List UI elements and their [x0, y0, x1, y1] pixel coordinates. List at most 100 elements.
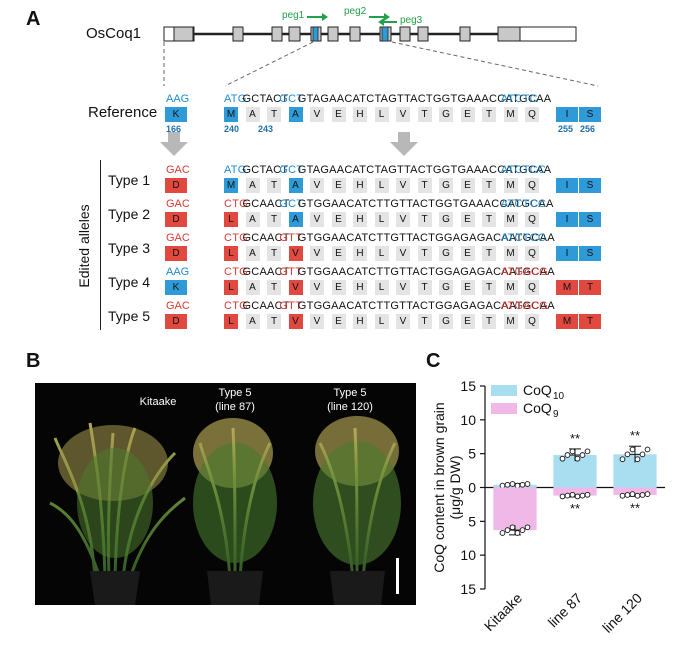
- legend-label: CoQ: [523, 382, 552, 398]
- amino-acid-cell: V: [396, 178, 410, 193]
- scale-bar: [396, 558, 399, 594]
- plant-line87: [193, 418, 277, 605]
- y-tick-label: 5: [468, 513, 476, 529]
- amino-acid-cell: V: [396, 246, 410, 261]
- amino-acid-cell: G: [439, 178, 453, 193]
- amino-acid-cell: V: [396, 280, 410, 295]
- amino-acid-cell: S: [579, 212, 601, 227]
- amino-acid-cell: E: [460, 212, 475, 227]
- amino-acid-cell: V: [288, 246, 303, 261]
- amino-acid-cell: G: [439, 280, 453, 295]
- utr3-box: [519, 26, 577, 42]
- amino-acid-cell: L: [224, 280, 238, 295]
- amino-acid-cell: A: [245, 178, 260, 193]
- amino-acid-cell: T: [417, 107, 432, 122]
- data-point: [499, 530, 506, 536]
- category-label: Kitaake: [481, 590, 525, 634]
- amino-acid-cell: T: [482, 107, 496, 122]
- data-point: [564, 452, 571, 458]
- gene-model: [163, 13, 599, 87]
- amino-acid-cell: H: [353, 107, 367, 122]
- allele-codon-166: GAC: [166, 300, 190, 312]
- data-point: [509, 481, 516, 487]
- amino-acid-cell: V: [396, 314, 410, 329]
- amino-acid-cell: M: [503, 178, 518, 193]
- legend-subscript: 9: [553, 409, 559, 420]
- amino-acid-cell: Q: [525, 246, 539, 261]
- allele-aa-166: D: [165, 314, 187, 329]
- amino-acid-cell: G: [439, 212, 453, 227]
- bar-coq9: [553, 487, 597, 496]
- amino-acid-cell: T: [482, 246, 496, 261]
- data-point: [634, 456, 641, 463]
- data-point: [514, 482, 521, 489]
- amino-acid-cell: T: [482, 314, 496, 329]
- amino-acid-cell: G: [439, 107, 453, 122]
- ref-codon-166: AAG: [166, 93, 190, 105]
- photo-label-kitaake: Kitaake: [139, 396, 177, 408]
- peg2-arrow-head: [384, 13, 390, 21]
- amino-acid-cell: A: [245, 107, 260, 122]
- amino-acid-cell: I: [556, 178, 578, 193]
- amino-acid-cell: A: [288, 212, 303, 227]
- ref-num-255: 255: [558, 124, 574, 134]
- amino-acid-cell: A: [245, 314, 260, 329]
- data-point: [569, 448, 576, 455]
- data-point: [579, 452, 586, 458]
- amino-acid-cell: E: [460, 107, 475, 122]
- nt-segment: CTG: [224, 232, 248, 244]
- allele-type-label: Type 5: [108, 308, 151, 324]
- data-point: [579, 492, 586, 499]
- nt-segment: CTG: [224, 266, 248, 278]
- amino-acid-cell: T: [417, 212, 432, 227]
- photo-label-line87-type: Type 5: [218, 387, 252, 399]
- amino-acid-cell: V: [396, 107, 410, 122]
- amino-acid-cell: M: [556, 314, 578, 329]
- exon-11: [459, 26, 471, 42]
- data-point: [564, 492, 571, 499]
- amino-acid-cell: T: [482, 280, 496, 295]
- ref-num-166: 166: [166, 124, 182, 134]
- nt-segment: GTAGAACATCTAGTTACTGGTGAAACCATGCAA: [297, 164, 552, 176]
- down-arrow-left: [160, 132, 188, 156]
- exon-3: [271, 26, 283, 42]
- data-point: [509, 524, 516, 531]
- amino-acid-cell: E: [460, 246, 475, 261]
- amino-acid-cell: T: [267, 280, 281, 295]
- nt-segment: ATCTCC: [500, 198, 547, 210]
- gene-name: OsCoq1: [86, 25, 142, 42]
- nt-segment: ATGACG: [500, 300, 548, 312]
- amino-acid-cell: Q: [525, 107, 539, 122]
- data-point: [619, 456, 626, 463]
- y-axis-title: CoQ content in brown grain: [431, 402, 447, 572]
- nt-segment: GTT: [279, 300, 303, 312]
- significance-label: **: [630, 500, 640, 515]
- zoom-line-left2: [224, 41, 314, 87]
- data-point: [634, 492, 641, 499]
- amino-acid-cell: L: [224, 314, 238, 329]
- amino-acid-cell: L: [224, 246, 238, 261]
- peg3-arrow-head: [378, 18, 384, 26]
- amino-acid-cell: L: [224, 212, 238, 227]
- allele-type-label: Type 3: [108, 240, 151, 256]
- amino-acid-cell: V: [288, 280, 303, 295]
- rice-plant-photo: Kitaake Type 5 (line 87) Type 5 (line 12…: [35, 383, 416, 605]
- legend-label: CoQ: [523, 400, 552, 416]
- amino-acid-cell: T: [267, 107, 281, 122]
- amino-acid-cell: H: [353, 212, 367, 227]
- nt-segment: GTT: [279, 232, 303, 244]
- data-point: [504, 527, 511, 533]
- amino-acid-cell: V: [288, 314, 303, 329]
- amino-acid-cell: L: [374, 314, 389, 329]
- exon-5-mark: [312, 26, 319, 42]
- exon-4: [288, 26, 301, 42]
- amino-acid-cell: A: [288, 107, 303, 122]
- data-point: [519, 527, 526, 533]
- exon-9: [399, 26, 411, 42]
- amino-acid-cell: M: [503, 280, 518, 295]
- data-point: [644, 491, 651, 497]
- category-label: line 120: [599, 590, 645, 636]
- data-point: [644, 446, 651, 453]
- zoom-line-right: [391, 41, 599, 87]
- peg1-label: peg1: [282, 10, 305, 21]
